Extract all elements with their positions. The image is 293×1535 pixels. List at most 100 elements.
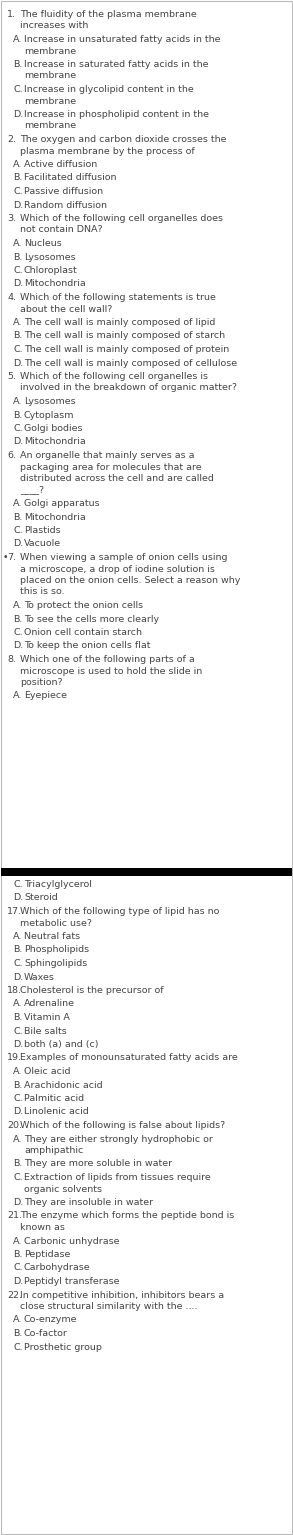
Text: Random diffusion: Random diffusion [24, 201, 107, 209]
Text: membrane: membrane [24, 121, 76, 130]
Text: position?: position? [20, 678, 63, 688]
Text: 7.: 7. [7, 553, 16, 562]
Text: The oxygen and carbon dioxide crosses the: The oxygen and carbon dioxide crosses th… [20, 135, 226, 144]
Text: To keep the onion cells flat: To keep the onion cells flat [24, 642, 151, 651]
Text: 5.: 5. [7, 371, 16, 381]
Text: 6.: 6. [7, 451, 16, 460]
Text: C.: C. [13, 527, 23, 536]
Text: A.: A. [13, 35, 22, 45]
Text: D.: D. [13, 201, 23, 209]
Text: about the cell wall?: about the cell wall? [20, 304, 113, 313]
Text: Facilitated diffusion: Facilitated diffusion [24, 173, 117, 183]
Text: Mitochondria: Mitochondria [24, 437, 86, 447]
Text: A.: A. [13, 999, 22, 1008]
Text: a microscope, a drop of iodine solution is: a microscope, a drop of iodine solution … [20, 565, 215, 574]
Text: C.: C. [13, 628, 23, 637]
Text: C.: C. [13, 1263, 23, 1273]
Text: C.: C. [13, 1094, 23, 1104]
Text: C.: C. [13, 959, 23, 969]
Text: Oleic acid: Oleic acid [24, 1067, 71, 1076]
Text: Increase in glycolipid content in the: Increase in glycolipid content in the [24, 84, 194, 94]
Text: Arachidonic acid: Arachidonic acid [24, 1081, 103, 1090]
Text: Vitamin A: Vitamin A [24, 1013, 70, 1022]
Text: A.: A. [13, 602, 22, 609]
Text: Peptidyl transferase: Peptidyl transferase [24, 1277, 120, 1286]
Text: not contain DNA?: not contain DNA? [20, 226, 103, 235]
Text: They are insoluble in water: They are insoluble in water [24, 1197, 153, 1207]
Text: C.: C. [13, 880, 23, 889]
Text: Co-factor: Co-factor [24, 1329, 68, 1339]
Text: The cell wall is mainly composed of cellulose: The cell wall is mainly composed of cell… [24, 359, 237, 367]
Text: Vacuole: Vacuole [24, 539, 61, 548]
Text: D.: D. [13, 973, 23, 981]
Text: Nucleus: Nucleus [24, 239, 62, 249]
Text: •: • [3, 553, 8, 562]
Text: B.: B. [13, 1081, 22, 1090]
Text: 22.: 22. [7, 1291, 22, 1300]
Text: D.: D. [13, 1197, 23, 1207]
Text: Triacylglycerol: Triacylglycerol [24, 880, 92, 889]
Text: In competitive inhibition, inhibitors bears a: In competitive inhibition, inhibitors be… [20, 1291, 224, 1300]
Text: B.: B. [13, 614, 22, 623]
Text: both (a) and (c): both (a) and (c) [24, 1041, 98, 1048]
Text: Chloroplast: Chloroplast [24, 266, 78, 275]
Text: distributed across the cell and are called: distributed across the cell and are call… [20, 474, 214, 484]
Text: B.: B. [13, 252, 22, 261]
Text: 21.: 21. [7, 1211, 22, 1220]
Text: Which of the following cell organelles does: Which of the following cell organelles d… [20, 213, 223, 223]
Text: D.: D. [13, 1041, 23, 1048]
Text: D.: D. [13, 893, 23, 903]
Text: B.: B. [13, 946, 22, 955]
Text: Which one of the following parts of a: Which one of the following parts of a [20, 655, 195, 665]
Text: 19.: 19. [7, 1053, 22, 1062]
Text: microscope is used to hold the slide in: microscope is used to hold the slide in [20, 666, 202, 675]
Text: amphipathic: amphipathic [24, 1147, 83, 1154]
Text: Waxes: Waxes [24, 973, 55, 981]
Text: B.: B. [13, 332, 22, 341]
Text: Cholesterol is the precursor of: Cholesterol is the precursor of [20, 985, 163, 995]
Text: Peptidase: Peptidase [24, 1249, 70, 1259]
Text: D.: D. [13, 539, 23, 548]
Text: B.: B. [13, 410, 22, 419]
Text: Neutral fats: Neutral fats [24, 932, 80, 941]
Text: Golgi bodies: Golgi bodies [24, 424, 83, 433]
Text: Which of the following cell organelles is: Which of the following cell organelles i… [20, 371, 208, 381]
Text: C.: C. [13, 84, 23, 94]
Text: 3.: 3. [7, 213, 16, 223]
Text: The enzyme which forms the peptide bond is: The enzyme which forms the peptide bond … [20, 1211, 234, 1220]
Text: Phospholipids: Phospholipids [24, 946, 89, 955]
Text: A.: A. [13, 1315, 22, 1325]
Text: D.: D. [13, 111, 23, 120]
Text: Passive diffusion: Passive diffusion [24, 187, 103, 196]
Text: They are either strongly hydrophobic or: They are either strongly hydrophobic or [24, 1134, 213, 1144]
Text: 8.: 8. [7, 655, 16, 665]
Text: Increase in saturated fatty acids in the: Increase in saturated fatty acids in the [24, 60, 209, 69]
Text: Which of the following statements is true: Which of the following statements is tru… [20, 293, 216, 302]
Text: The cell wall is mainly composed of lipid: The cell wall is mainly composed of lipi… [24, 318, 215, 327]
Text: organic solvents: organic solvents [24, 1185, 102, 1194]
Text: Cytoplasm: Cytoplasm [24, 410, 74, 419]
Text: 20.: 20. [7, 1121, 22, 1130]
Text: B.: B. [13, 1159, 22, 1168]
Text: A.: A. [13, 160, 22, 169]
Text: A.: A. [13, 1067, 22, 1076]
Text: Lysosomes: Lysosomes [24, 398, 76, 405]
Text: 1.: 1. [7, 11, 16, 18]
Text: Steroid: Steroid [24, 893, 58, 903]
Text: Carbohydrase: Carbohydrase [24, 1263, 91, 1273]
Text: Golgi apparatus: Golgi apparatus [24, 499, 100, 508]
Text: C.: C. [13, 187, 23, 196]
Text: D.: D. [13, 279, 23, 289]
Text: B.: B. [13, 513, 22, 522]
Text: Bile salts: Bile salts [24, 1027, 67, 1036]
Text: Which of the following is false about lipids?: Which of the following is false about li… [20, 1121, 225, 1130]
Text: Onion cell contain starch: Onion cell contain starch [24, 628, 142, 637]
Text: Increase in phospholipid content in the: Increase in phospholipid content in the [24, 111, 209, 120]
Text: Sphingolipids: Sphingolipids [24, 959, 87, 969]
Text: A.: A. [13, 239, 22, 249]
Text: B.: B. [13, 1013, 22, 1022]
Text: Examples of monounsaturated fatty acids are: Examples of monounsaturated fatty acids … [20, 1053, 238, 1062]
Text: To protect the onion cells: To protect the onion cells [24, 602, 143, 609]
Text: C.: C. [13, 266, 23, 275]
Text: D.: D. [13, 1277, 23, 1286]
